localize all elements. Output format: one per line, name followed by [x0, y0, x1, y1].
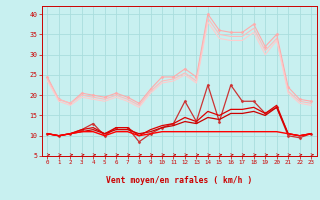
X-axis label: Vent moyen/en rafales ( km/h ): Vent moyen/en rafales ( km/h ) [106, 176, 252, 185]
